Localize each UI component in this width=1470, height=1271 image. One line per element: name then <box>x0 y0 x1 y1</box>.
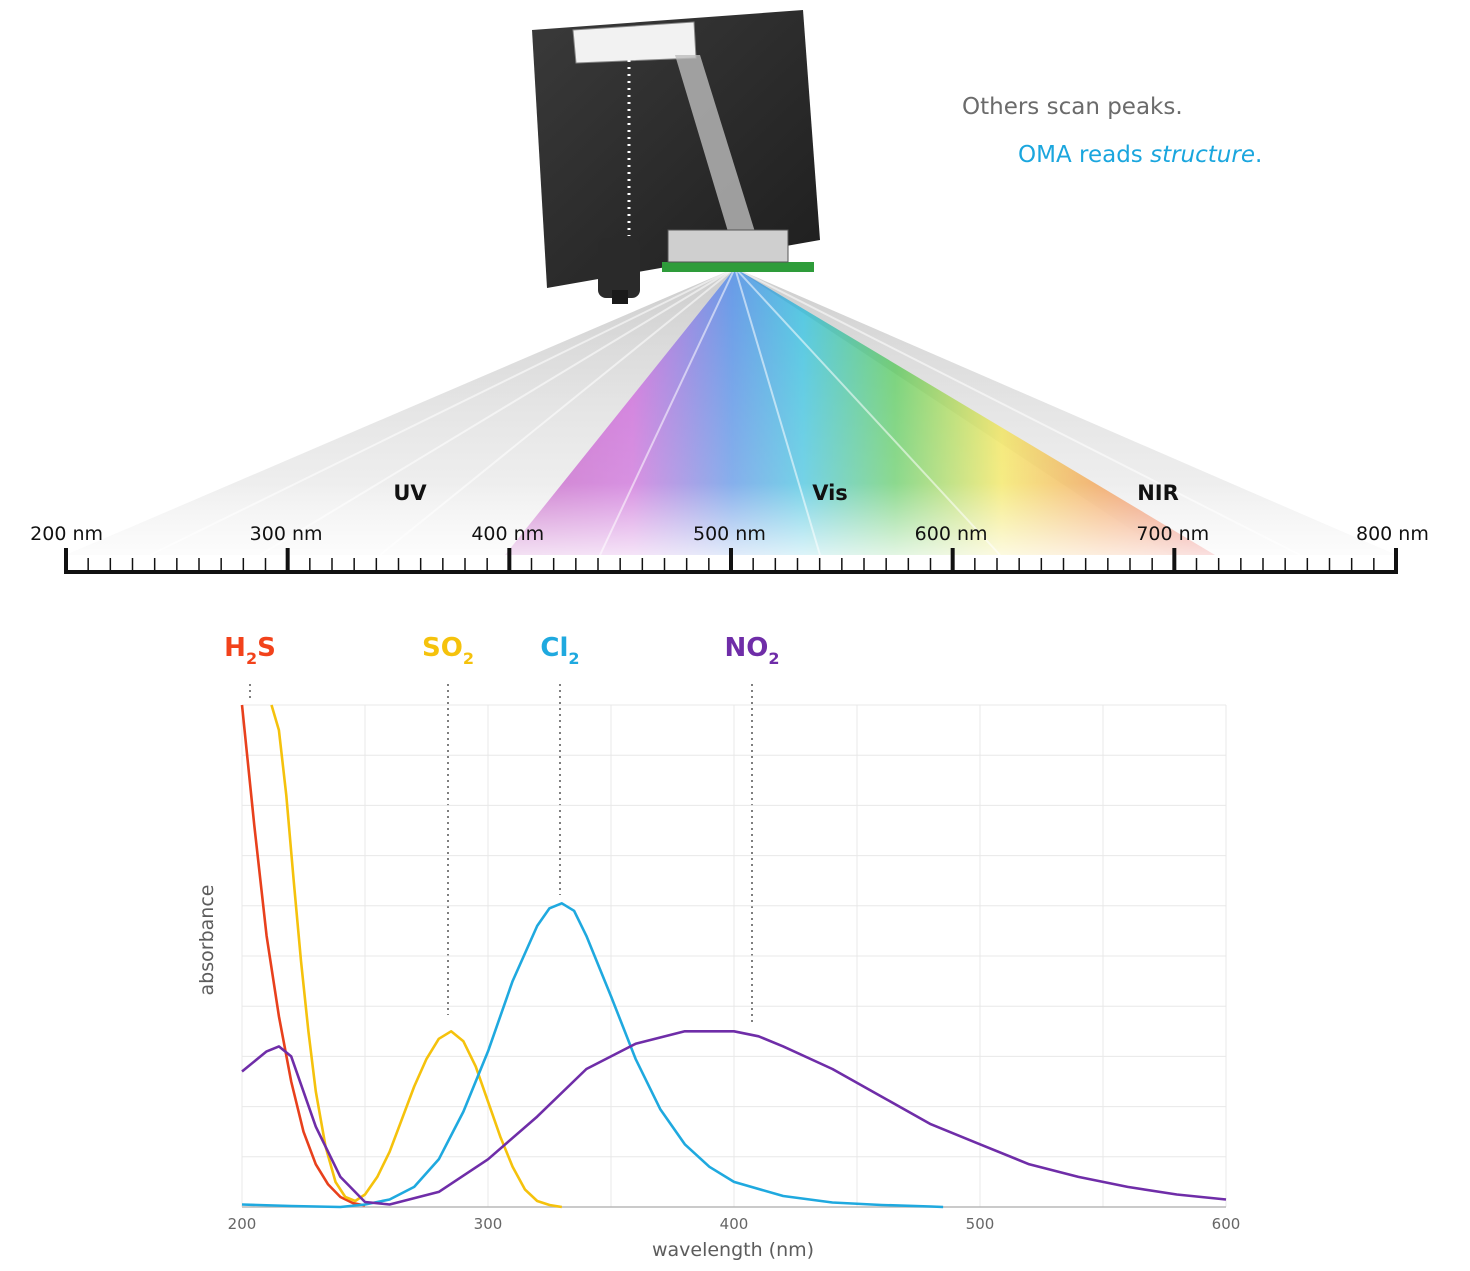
scale-tick-label: 600 nm <box>915 523 988 545</box>
series-line-h2s <box>240 704 366 1207</box>
band-label-uv: UV <box>393 481 427 505</box>
fan-streaks <box>149 267 1301 556</box>
device-lens-housing <box>598 238 640 298</box>
chart-x-ticks: 200 300 400 500 600 <box>228 1215 1241 1233</box>
scale-tick-label: 200 nm <box>30 523 103 545</box>
light-fan <box>66 267 1396 556</box>
tagline-others: Others scan peaks. <box>962 94 1183 120</box>
fan-fade <box>66 268 1396 555</box>
x-tick-label: 600 <box>1212 1215 1241 1233</box>
wavelength-scale: 200 nm 300 nm 400 nm 500 nm 600 nm 700 nm 800 … <box>30 481 1429 574</box>
x-tick-label: 200 <box>228 1215 257 1233</box>
chart-grid <box>241 704 1227 1208</box>
absorbance-chart: 200 300 400 500 600 wavelength (nm) absorban… <box>196 704 1241 1261</box>
band-label-vis: Vis <box>812 481 848 505</box>
series-line-so2 <box>270 704 563 1209</box>
device-lens-tip <box>612 290 628 304</box>
tagline-oma: OMA reads structure. <box>1018 142 1262 168</box>
tagline-oma-emphasis: structure <box>1150 142 1255 168</box>
x-tick-label: 400 <box>720 1215 749 1233</box>
gas-label-cl2: Cl2 <box>540 633 579 668</box>
series-line-cl2 <box>241 901 944 1209</box>
x-tick-label: 300 <box>474 1215 503 1233</box>
scale-tick-label: 500 nm <box>693 523 766 545</box>
device-circuit-board <box>662 262 814 272</box>
gas-label-so2: SO2 <box>422 633 474 668</box>
y-axis-label: absorbance <box>196 885 218 996</box>
scale-tick-label: 300 nm <box>250 523 323 545</box>
device-internal-beam <box>675 55 760 255</box>
scale-tick-label: 700 nm <box>1136 523 1209 545</box>
chart-series <box>240 704 1227 1209</box>
gas-label-h2s: H2S <box>224 633 276 668</box>
scale-tick-label: 800 nm <box>1356 523 1429 545</box>
scale-tick-label: 400 nm <box>471 523 544 545</box>
tagline-oma-prefix: OMA reads <box>1018 142 1151 168</box>
gas-label-no2: NO2 <box>724 633 779 668</box>
spectrometer-device <box>532 10 820 304</box>
x-tick-label: 500 <box>966 1215 995 1233</box>
x-axis-label: wavelength (nm) <box>652 1239 814 1261</box>
band-label-nir: NIR <box>1137 481 1179 505</box>
device-sensor-block <box>667 229 789 263</box>
tagline-oma-suffix: . <box>1254 142 1263 168</box>
gas-labels: H2S SO2 Cl2 NO2 <box>224 633 780 1022</box>
series-line-no2 <box>241 1030 1227 1206</box>
